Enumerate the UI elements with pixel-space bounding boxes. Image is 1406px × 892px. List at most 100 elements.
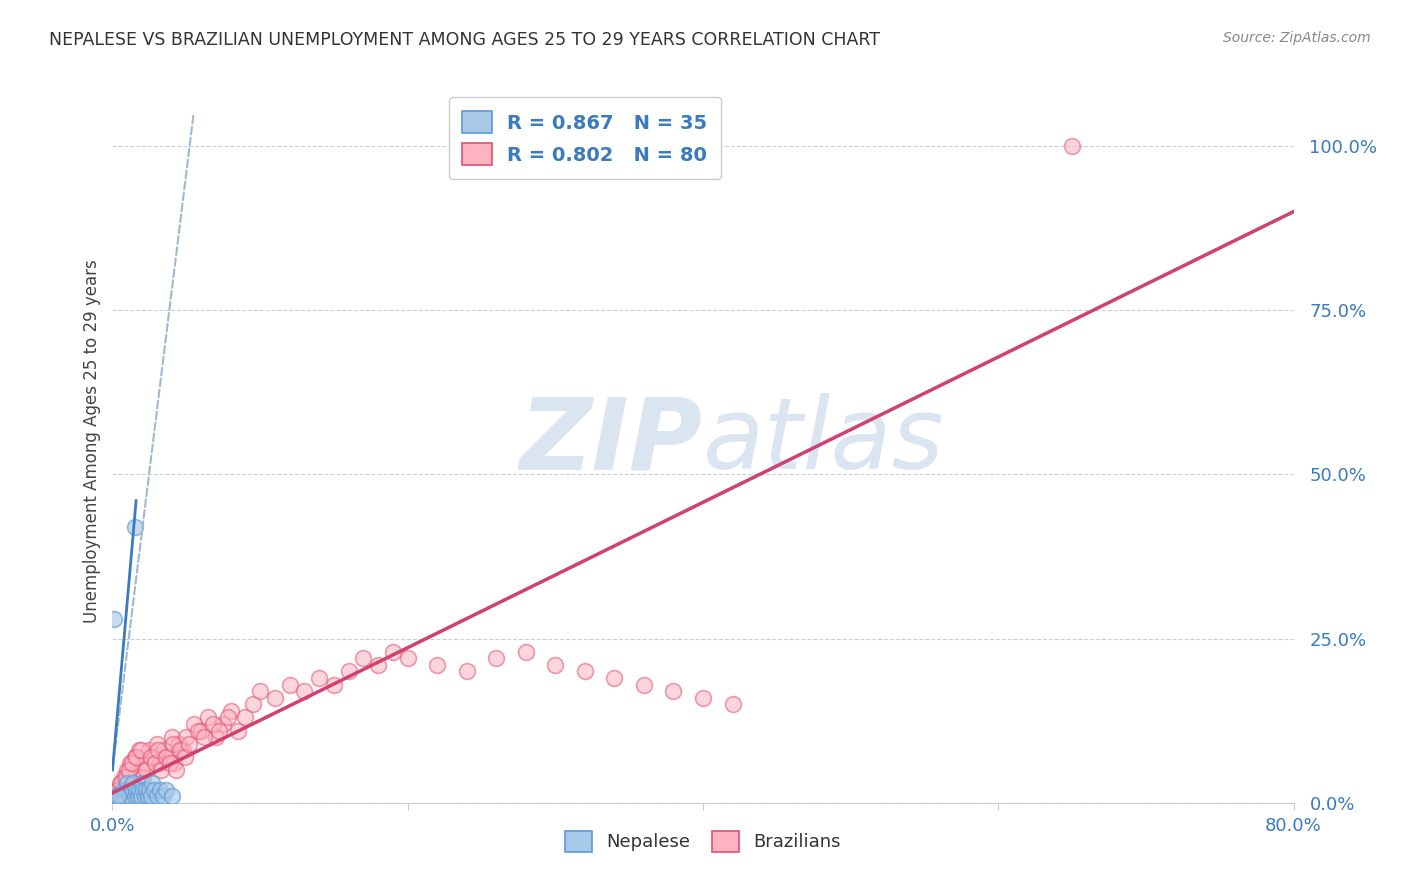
Point [101, 796, 124, 810]
Point [104, 789, 127, 804]
Point [169, 743, 191, 757]
Point [197, 710, 219, 724]
Point [208, 723, 231, 738]
Point [141, 776, 163, 790]
Point [217, 710, 239, 724]
Point [146, 789, 169, 804]
Point [396, 651, 419, 665]
Point [110, 789, 132, 804]
Point [101, 789, 124, 804]
Point [233, 710, 256, 724]
Point [143, 756, 166, 771]
Point [120, 789, 142, 804]
Point [212, 717, 235, 731]
Y-axis label: Unemployment Among Ages 25 to 29 years: Unemployment Among Ages 25 to 29 years [83, 260, 101, 624]
Point [124, 520, 146, 534]
Point [142, 749, 165, 764]
Point [172, 743, 194, 757]
Point [125, 749, 148, 764]
Point [118, 782, 141, 797]
Point [135, 782, 157, 797]
Point [485, 651, 508, 665]
Point [142, 782, 165, 797]
Point [153, 743, 176, 757]
Point [105, 789, 128, 804]
Point [148, 743, 170, 757]
Point [174, 730, 197, 744]
Point [132, 782, 155, 797]
Point [1062, 139, 1084, 153]
Point [112, 770, 135, 784]
Text: ZIP: ZIP [520, 393, 703, 490]
Point [352, 651, 374, 665]
Point [134, 789, 156, 804]
Point [603, 671, 626, 685]
Point [367, 657, 389, 672]
Point [107, 789, 129, 804]
Point [111, 782, 134, 797]
Point [112, 789, 135, 804]
Point [138, 782, 160, 797]
Point [149, 782, 172, 797]
Point [110, 776, 132, 790]
Point [114, 770, 136, 784]
Point [117, 776, 138, 790]
Point [187, 723, 209, 738]
Point [136, 789, 159, 804]
Point [103, 612, 125, 626]
Point [692, 690, 714, 705]
Point [382, 645, 405, 659]
Point [139, 749, 162, 764]
Point [633, 677, 655, 691]
Text: atlas: atlas [703, 393, 945, 490]
Point [129, 743, 152, 757]
Point [139, 789, 162, 804]
Point [173, 749, 195, 764]
Point [124, 789, 146, 804]
Point [108, 789, 131, 804]
Point [574, 665, 596, 679]
Point [107, 782, 129, 797]
Point [292, 684, 315, 698]
Point [120, 756, 142, 771]
Text: Source: ZipAtlas.com: Source: ZipAtlas.com [1223, 31, 1371, 45]
Legend: Nepalese, Brazilians: Nepalese, Brazilians [558, 823, 848, 859]
Point [249, 684, 271, 698]
Point [127, 789, 149, 804]
Point [117, 782, 138, 797]
Point [201, 717, 224, 731]
Point [155, 782, 177, 797]
Point [152, 789, 174, 804]
Point [242, 698, 264, 712]
Point [138, 743, 160, 757]
Point [149, 756, 172, 771]
Point [426, 657, 449, 672]
Point [160, 730, 183, 744]
Text: NEPALESE VS BRAZILIAN UNEMPLOYMENT AMONG AGES 25 TO 29 YEARS CORRELATION CHART: NEPALESE VS BRAZILIAN UNEMPLOYMENT AMONG… [49, 31, 880, 49]
Point [129, 789, 152, 804]
Point [264, 690, 287, 705]
Point [163, 756, 186, 771]
Point [278, 677, 301, 691]
Point [117, 763, 138, 777]
Point [118, 763, 141, 777]
Point [159, 756, 181, 771]
Point [135, 763, 157, 777]
Point [128, 743, 150, 757]
Point [108, 776, 131, 790]
Point [544, 657, 567, 672]
Point [226, 723, 249, 738]
Point [662, 684, 685, 698]
Point [114, 782, 136, 797]
Point [193, 730, 215, 744]
Point [124, 749, 146, 764]
Point [721, 698, 744, 712]
Point [121, 782, 143, 797]
Point [162, 737, 184, 751]
Point [515, 645, 537, 659]
Point [150, 763, 173, 777]
Point [190, 723, 212, 738]
Point [103, 792, 125, 806]
Point [456, 665, 478, 679]
Point [155, 749, 177, 764]
